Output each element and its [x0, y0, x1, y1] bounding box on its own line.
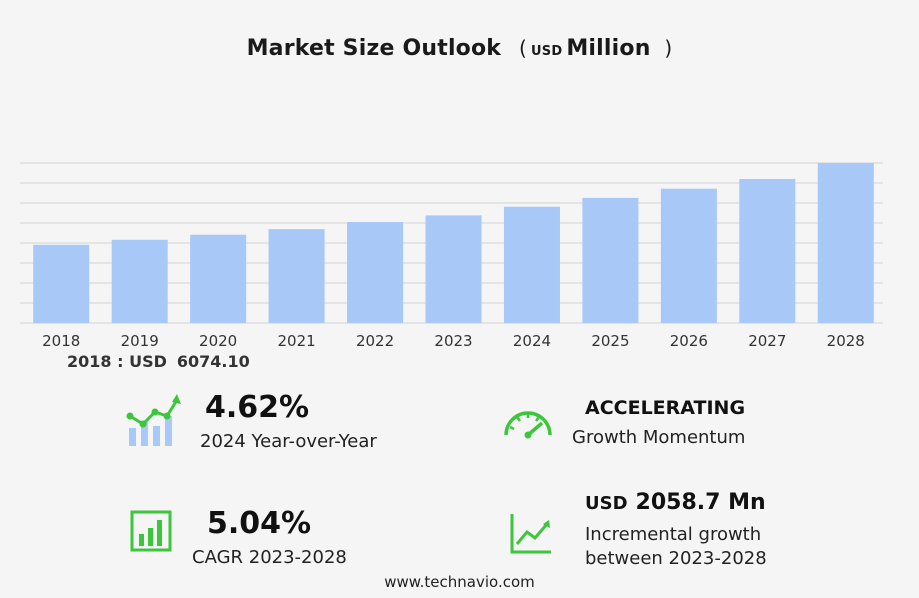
- bar-2020: [190, 234, 247, 323]
- incremental-value-line: USD 2058.7 Mn: [585, 490, 766, 515]
- bar-chart-icon: [130, 510, 172, 552]
- bar-chart: 2018 2019 2020 2021 2022 2023 2024 2025 2026 2027…: [20, 162, 883, 350]
- yoy-value: 4.62%: [205, 390, 310, 425]
- base-value: 6074.10: [176, 352, 250, 371]
- base-year-label: 2018 : USD: [67, 352, 167, 371]
- bar-2019: [111, 239, 168, 323]
- x-label-2027: 2027: [748, 332, 786, 350]
- momentum-value: ACCELERATING: [585, 397, 746, 419]
- incremental-label-1: Incremental growth: [585, 524, 762, 545]
- x-label-2024: 2024: [513, 332, 551, 350]
- title-paren-close: ): [664, 36, 673, 60]
- bar-2021: [268, 229, 325, 323]
- footer-url: www.technavio.com: [384, 573, 535, 591]
- bar-2026: [660, 188, 717, 323]
- incremental-unit: USD: [585, 493, 628, 514]
- bar-2023: [425, 215, 482, 323]
- base-year-value: 2018 : USD 6074.10: [67, 352, 260, 371]
- x-label-2028: 2028: [827, 332, 865, 350]
- x-label-2023: 2023: [434, 332, 472, 350]
- bar-2025: [582, 197, 639, 323]
- bar-2018: [33, 244, 90, 323]
- chart-bars: [33, 163, 874, 323]
- cagr-label: CAGR 2023-2028: [192, 547, 347, 568]
- cagr-value: 5.04%: [207, 506, 312, 541]
- line-growth-icon: [510, 514, 551, 554]
- x-label-2020: 2020: [199, 332, 237, 350]
- x-label-2018: 2018: [42, 332, 80, 350]
- speedometer-icon: [504, 411, 552, 439]
- trend-bars-icon: [126, 394, 181, 446]
- bar-2027: [739, 179, 796, 323]
- title-main: Market Size Outlook: [246, 36, 502, 61]
- title-million: Million: [566, 36, 651, 61]
- incremental-label-2: between 2023-2028: [585, 548, 767, 569]
- momentum-label: Growth Momentum: [572, 427, 746, 448]
- x-label-2021: 2021: [277, 332, 315, 350]
- x-label-2025: 2025: [591, 332, 629, 350]
- title-paren-open: (: [519, 36, 528, 60]
- incremental-value: 2058.7 Mn: [635, 490, 766, 515]
- x-label-2026: 2026: [670, 332, 708, 350]
- title-unit: USD: [531, 44, 563, 59]
- x-label-2022: 2022: [356, 332, 394, 350]
- bar-2024: [503, 206, 560, 323]
- bar-2022: [347, 222, 404, 323]
- x-label-2019: 2019: [121, 332, 159, 350]
- yoy-label: 2024 Year-over-Year: [200, 431, 377, 452]
- chart-title: Market Size Outlook (USD Million ): [0, 36, 919, 61]
- chart-x-labels: 2018 2019 2020 2021 2022 2023 2024 2025 2026 2027…: [42, 332, 865, 350]
- bar-2028: [817, 163, 874, 323]
